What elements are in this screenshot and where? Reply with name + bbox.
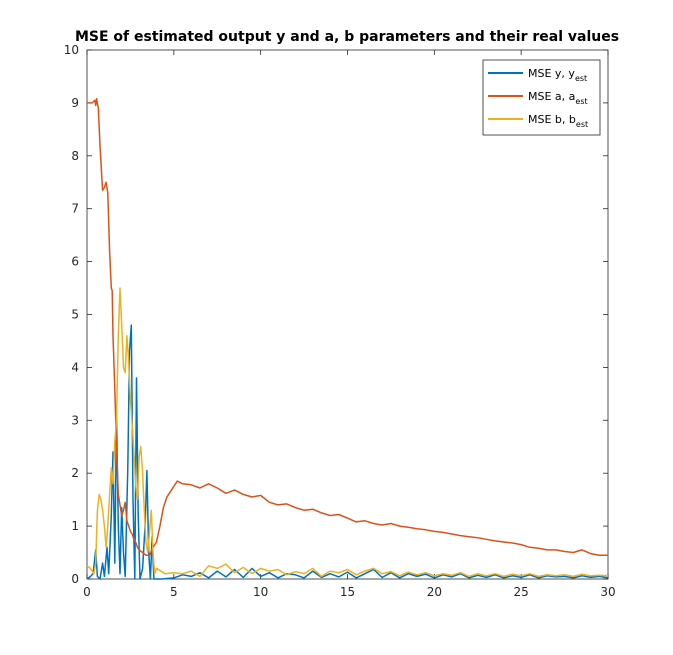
y-tick-label: 1 xyxy=(71,519,79,533)
legend-label-2: MSE a, aest xyxy=(528,90,588,106)
series-line-1 xyxy=(86,324,609,580)
x-tick-label: 10 xyxy=(253,585,268,599)
x-tick-label: 5 xyxy=(170,585,178,599)
plot-area xyxy=(86,49,609,580)
y-tick-label: 5 xyxy=(71,308,79,322)
chart-title: MSE of estimated output y and a, b param… xyxy=(75,29,619,45)
y-tick-label: 0 xyxy=(71,572,79,586)
legend-label-subscript: est xyxy=(576,120,588,129)
series-line-2 xyxy=(87,97,608,556)
legend-label-subscript: est xyxy=(575,97,587,106)
series-layer xyxy=(86,97,609,580)
y-tick-label: 7 xyxy=(71,202,79,216)
legend-label-main: MSE a, a xyxy=(528,90,575,103)
y-tick-label: 8 xyxy=(71,149,79,163)
y-tick-label: 9 xyxy=(71,96,79,110)
x-tick-label: 0 xyxy=(83,585,91,599)
y-tick-label: 4 xyxy=(71,360,79,374)
y-tick-label: 2 xyxy=(71,466,79,480)
y-tick-label: 3 xyxy=(71,413,79,427)
x-tick-label: 20 xyxy=(427,585,442,599)
y-tick-label: 10 xyxy=(64,43,79,57)
legend-label-1: MSE y, yest xyxy=(528,67,587,83)
x-tick-label: 15 xyxy=(340,585,355,599)
y-tick-label: 6 xyxy=(71,255,79,269)
x-tick-label: 30 xyxy=(600,585,615,599)
legend-label-3: MSE b, best xyxy=(528,113,588,129)
legend-label-subscript: est xyxy=(575,74,587,83)
legend-label-main: MSE y, y xyxy=(528,67,575,80)
x-tick-label: 25 xyxy=(514,585,529,599)
legend-label-main: MSE b, b xyxy=(528,113,576,126)
series-line-3 xyxy=(86,287,609,578)
